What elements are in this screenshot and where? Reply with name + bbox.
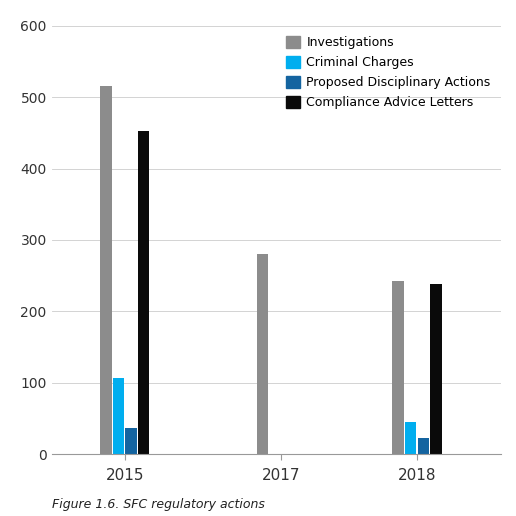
Bar xyxy=(257,254,268,454)
Bar xyxy=(430,284,442,454)
Bar xyxy=(393,281,404,454)
Bar xyxy=(100,87,111,454)
Bar xyxy=(417,439,429,454)
Bar xyxy=(405,422,416,454)
Legend: Investigations, Criminal Charges, Proposed Disciplinary Actions, Compliance Advi: Investigations, Criminal Charges, Propos… xyxy=(283,32,494,113)
Bar xyxy=(112,378,124,454)
Bar xyxy=(138,132,149,454)
Bar xyxy=(125,428,137,454)
Text: Figure 1.6. SFC regulatory actions: Figure 1.6. SFC regulatory actions xyxy=(52,498,265,511)
